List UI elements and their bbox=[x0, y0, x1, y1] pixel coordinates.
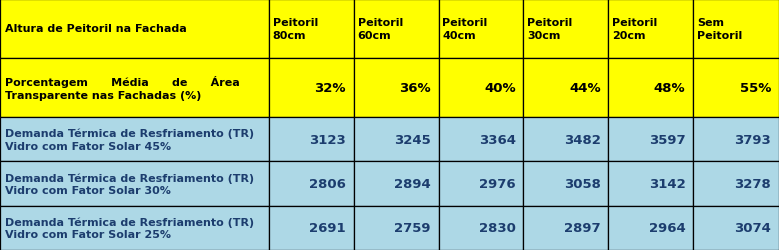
Text: 3058: 3058 bbox=[564, 178, 601, 190]
Text: Peitoril
80cm: Peitoril 80cm bbox=[273, 18, 318, 40]
Text: Peitoril
30cm: Peitoril 30cm bbox=[527, 18, 573, 40]
Text: 44%: 44% bbox=[569, 82, 601, 94]
Bar bbox=[439, 59, 523, 118]
Bar bbox=[523, 118, 608, 162]
Bar bbox=[608, 162, 693, 206]
Bar bbox=[269, 206, 354, 250]
Bar bbox=[439, 0, 523, 59]
Text: 3364: 3364 bbox=[479, 133, 516, 146]
Bar bbox=[0, 206, 269, 250]
Bar bbox=[439, 206, 523, 250]
Text: Demanda Térmica de Resfriamento (TR)
Vidro com Fator Solar 25%: Demanda Térmica de Resfriamento (TR) Vid… bbox=[5, 216, 254, 240]
Text: Demanda Térmica de Resfriamento (TR)
Vidro com Fator Solar 30%: Demanda Térmica de Resfriamento (TR) Vid… bbox=[5, 172, 254, 195]
Text: Peitoril
40cm: Peitoril 40cm bbox=[442, 18, 488, 40]
Bar bbox=[693, 59, 779, 118]
Bar bbox=[269, 59, 354, 118]
Text: 2897: 2897 bbox=[564, 222, 601, 234]
Text: 2964: 2964 bbox=[649, 222, 686, 234]
Bar bbox=[0, 118, 269, 162]
Bar bbox=[269, 0, 354, 59]
Bar bbox=[269, 162, 354, 206]
Bar bbox=[269, 118, 354, 162]
Text: 2759: 2759 bbox=[394, 222, 431, 234]
Text: Altura de Peitoril na Fachada: Altura de Peitoril na Fachada bbox=[5, 24, 186, 34]
Bar bbox=[608, 0, 693, 59]
Bar bbox=[354, 59, 439, 118]
Bar bbox=[693, 206, 779, 250]
Bar bbox=[439, 118, 523, 162]
Text: 3482: 3482 bbox=[564, 133, 601, 146]
Bar bbox=[608, 118, 693, 162]
Bar bbox=[608, 206, 693, 250]
Text: 3074: 3074 bbox=[735, 222, 771, 234]
Text: Porcentagem      Média      de      Área
Transparente nas Fachadas (%): Porcentagem Média de Área Transparente n… bbox=[5, 76, 239, 100]
Bar bbox=[354, 0, 439, 59]
Bar bbox=[0, 162, 269, 206]
Bar bbox=[523, 0, 608, 59]
Text: 2894: 2894 bbox=[394, 178, 431, 190]
Bar bbox=[0, 59, 269, 118]
Text: Demanda Térmica de Resfriamento (TR)
Vidro com Fator Solar 45%: Demanda Térmica de Resfriamento (TR) Vid… bbox=[5, 128, 254, 151]
Text: 2830: 2830 bbox=[479, 222, 516, 234]
Text: 40%: 40% bbox=[484, 82, 516, 94]
Bar bbox=[354, 206, 439, 250]
Bar bbox=[693, 118, 779, 162]
Text: 32%: 32% bbox=[315, 82, 346, 94]
Text: 3245: 3245 bbox=[394, 133, 431, 146]
Bar bbox=[608, 59, 693, 118]
Bar bbox=[523, 59, 608, 118]
Text: 3597: 3597 bbox=[649, 133, 686, 146]
Bar bbox=[693, 162, 779, 206]
Text: Peitoril
20cm: Peitoril 20cm bbox=[612, 18, 657, 40]
Bar bbox=[354, 118, 439, 162]
Bar bbox=[523, 206, 608, 250]
Text: 2691: 2691 bbox=[309, 222, 346, 234]
Text: 2976: 2976 bbox=[479, 178, 516, 190]
Text: 48%: 48% bbox=[654, 82, 686, 94]
Bar bbox=[693, 0, 779, 59]
Text: 3793: 3793 bbox=[735, 133, 771, 146]
Text: Sem
Peitoril: Sem Peitoril bbox=[697, 18, 742, 40]
Text: 3142: 3142 bbox=[649, 178, 686, 190]
Text: 36%: 36% bbox=[399, 82, 431, 94]
Bar bbox=[354, 162, 439, 206]
Bar bbox=[523, 162, 608, 206]
Text: 2806: 2806 bbox=[309, 178, 346, 190]
Text: 55%: 55% bbox=[740, 82, 771, 94]
Text: 3278: 3278 bbox=[735, 178, 771, 190]
Text: 3123: 3123 bbox=[309, 133, 346, 146]
Bar bbox=[439, 162, 523, 206]
Bar bbox=[0, 0, 269, 59]
Text: Peitoril
60cm: Peitoril 60cm bbox=[358, 18, 403, 40]
